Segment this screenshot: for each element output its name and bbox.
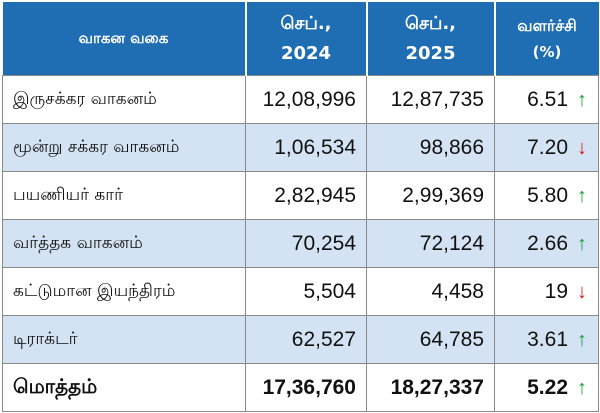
growth-value: 3.61 — [527, 327, 568, 351]
header-growth-label: வளர்ச்சி — [517, 15, 577, 35]
vehicle-name: மூன்று சக்கர வாகனம் — [2, 123, 246, 172]
table-row: வர்த்தக வாகனம் 70,254 72,124 2.66 ↑ — [2, 219, 599, 268]
growth-cell: 19 ↓ — [494, 267, 599, 316]
header-sep-2024-month: செப்., — [280, 12, 332, 34]
header-growth-unit: (%) — [532, 42, 562, 61]
header-sep-2025: செப்., 2025 — [366, 2, 496, 76]
growth-cell: 3.61 ↑ — [494, 315, 599, 364]
value-2024: 12,08,996 — [245, 75, 367, 124]
growth-value: 6.51 — [527, 87, 568, 111]
value-2024: 2,82,945 — [245, 171, 367, 220]
vehicle-name: வர்த்தக வாகனம் — [2, 219, 246, 268]
header-row: வாகன வகை செப்., 2024 செப்., 2025 வளர்ச்ச… — [2, 2, 599, 76]
header-sep-2025-year: 2025 — [405, 42, 456, 64]
vehicle-name: பயணியர் கார் — [2, 171, 246, 220]
table-row: கட்டுமான இயந்திரம் 5,504 4,458 19 ↓ — [2, 267, 599, 316]
vehicle-name: இருசக்கர வாகனம் — [2, 75, 246, 124]
value-2024: 62,527 — [245, 315, 367, 364]
total-growth-cell: 5.22 ↑ — [494, 363, 599, 412]
arrow-down-icon: ↓ — [577, 280, 587, 303]
table-row: இருசக்கர வாகனம் 12,08,996 12,87,735 6.51… — [2, 75, 599, 124]
total-label: மொத்தம் — [2, 363, 246, 412]
arrow-up-icon: ↑ — [577, 88, 587, 111]
header-sep-2024: செப்., 2024 — [245, 2, 368, 76]
table-row: டிராக்டர் 62,527 64,785 3.61 ↑ — [2, 315, 599, 364]
growth-cell: 5.80 ↑ — [494, 171, 599, 220]
arrow-up-icon: ↑ — [577, 232, 587, 255]
growth-cell: 2.66 ↑ — [494, 219, 599, 268]
growth-value: 7.20 — [527, 135, 568, 159]
total-2024: 17,36,760 — [245, 363, 367, 412]
table-row: மூன்று சக்கர வாகனம் 1,06,534 98,866 7.20… — [2, 123, 599, 172]
total-2025: 18,27,337 — [366, 363, 495, 412]
growth-value: 2.66 — [527, 231, 568, 255]
growth-value: 5.80 — [527, 183, 568, 207]
header-sep-2024-year: 2024 — [280, 42, 332, 64]
vehicle-name: கட்டுமான இயந்திரம் — [2, 267, 246, 316]
value-2025: 72,124 — [366, 219, 495, 268]
growth-cell: 7.20 ↓ — [494, 123, 599, 172]
total-row: மொத்தம் 17,36,760 18,27,337 5.22 ↑ — [2, 363, 599, 412]
vehicle-name: டிராக்டர் — [2, 315, 246, 364]
header-sep-2025-month: செப்., — [404, 12, 457, 34]
value-2024: 5,504 — [245, 267, 367, 316]
value-2024: 70,254 — [245, 219, 367, 268]
growth-cell: 6.51 ↑ — [494, 75, 599, 124]
arrow-up-icon: ↑ — [577, 184, 587, 207]
total-growth-value: 5.22 — [527, 375, 568, 399]
header-vehicle-type: வாகன வகை — [2, 2, 247, 76]
value-2025: 64,785 — [366, 315, 495, 364]
value-2025: 2,99,369 — [366, 171, 495, 220]
value-2025: 4,458 — [366, 267, 495, 316]
value-2024: 1,06,534 — [245, 123, 367, 172]
table-row: பயணியர் கார் 2,82,945 2,99,369 5.80 ↑ — [2, 171, 599, 220]
header-growth: வளர்ச்சி (%) — [494, 2, 599, 76]
arrow-down-icon: ↓ — [577, 136, 587, 159]
growth-value: 19 — [544, 279, 568, 303]
arrow-up-icon: ↑ — [577, 328, 587, 351]
value-2025: 12,87,735 — [366, 75, 495, 124]
arrow-up-icon: ↑ — [577, 376, 587, 399]
value-2025: 98,866 — [366, 123, 495, 172]
